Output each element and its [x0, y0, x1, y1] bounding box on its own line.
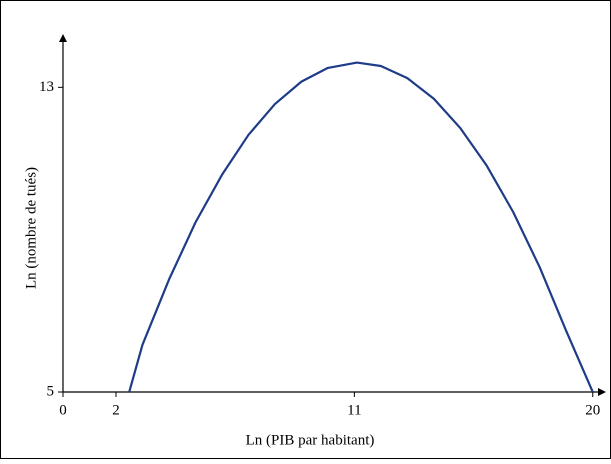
y-tick-label: 13	[39, 79, 54, 95]
plot-area: 0 2 11 20 5 13	[39, 34, 606, 418]
x-axis-arrow	[598, 388, 606, 396]
x-axis-label: Ln (PIB par habitant)	[246, 432, 375, 448]
data-line	[128, 61, 594, 393]
x-tick-label: 0	[59, 402, 67, 418]
x-tick-label: 20	[585, 402, 600, 418]
x-tick-label: 11	[347, 402, 361, 418]
y-axis-arrow	[59, 34, 67, 42]
y-axis-label: Ln (nombre de tués)	[23, 167, 39, 289]
y-tick-label: 5	[47, 383, 55, 399]
x-tick-label: 2	[112, 402, 120, 418]
